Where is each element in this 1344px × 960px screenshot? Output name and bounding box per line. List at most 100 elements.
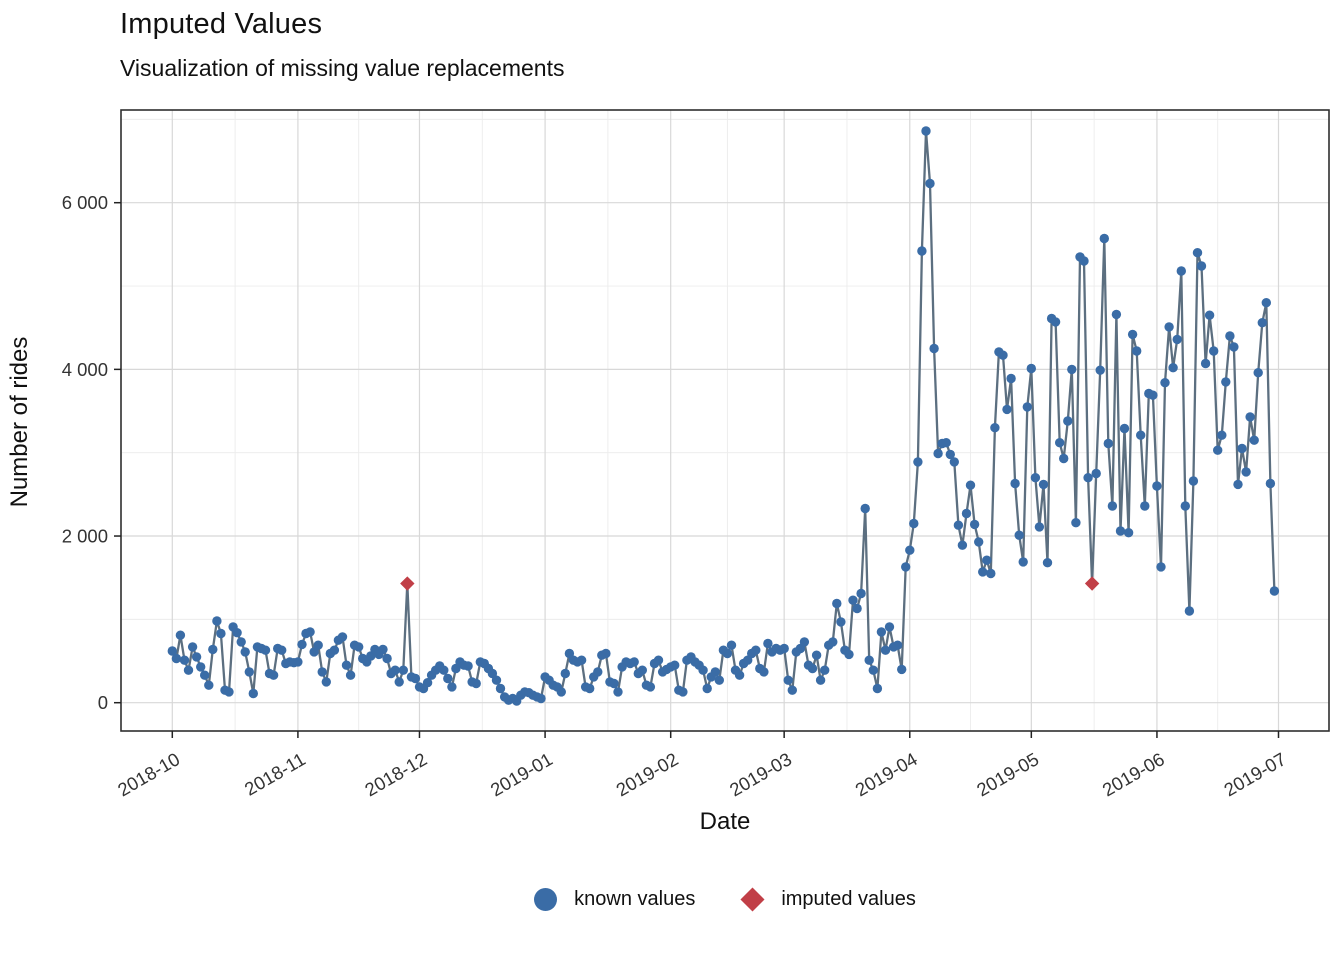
data-point [1103, 438, 1114, 449]
legend-item-imputed: imputed values [740, 887, 916, 912]
data-point [1233, 479, 1243, 490]
data-point [556, 687, 566, 697]
data-point [244, 667, 254, 677]
data-point [422, 678, 433, 688]
data-point [836, 617, 846, 627]
data-point [913, 457, 923, 467]
y-tick-label: 4 000 [62, 359, 108, 380]
data-point [1253, 368, 1263, 378]
data-point [978, 567, 988, 577]
data-point [1026, 363, 1037, 374]
data-point [637, 665, 647, 675]
data-point [678, 687, 688, 697]
data-point [1127, 329, 1138, 340]
data-point [1204, 310, 1215, 320]
data-point [171, 653, 182, 664]
x-tick-label: 2019-01 [487, 748, 556, 800]
data-point [925, 178, 935, 189]
data-point [560, 668, 570, 679]
data-point [1030, 473, 1041, 483]
data-point [1172, 334, 1182, 345]
data-point [1083, 473, 1093, 483]
data-point [1196, 261, 1207, 271]
data-point [1079, 256, 1089, 266]
data-point [957, 540, 968, 550]
data-point [200, 670, 210, 680]
data-point [216, 628, 226, 639]
data-point [1245, 412, 1255, 422]
data-point [443, 673, 453, 684]
x-tick-label: 2018-10 [114, 748, 183, 800]
data-point [998, 350, 1008, 360]
data-point [1160, 378, 1170, 388]
legend-label-known: known values [574, 888, 696, 910]
data-point [645, 682, 656, 692]
data-point [929, 343, 939, 354]
data-point [710, 667, 720, 677]
data-point [1132, 346, 1142, 356]
data-point [341, 660, 352, 670]
data-point [807, 663, 818, 674]
x-tick-label: 2019-05 [973, 748, 1042, 800]
data-point [495, 683, 506, 694]
data-point [734, 670, 745, 680]
x-tick-label: 2019-04 [851, 748, 920, 800]
data-point [901, 562, 911, 572]
data-point [1014, 530, 1024, 540]
data-point [953, 520, 964, 530]
data-point [585, 683, 595, 694]
data-point [714, 675, 724, 685]
data-point [236, 637, 246, 647]
data-point [864, 655, 874, 665]
data-point [722, 648, 733, 659]
x-axis-title: Date [699, 808, 751, 835]
data-point [1176, 266, 1187, 276]
data-point [447, 682, 457, 692]
data-point [799, 637, 810, 647]
data-point [232, 628, 242, 638]
data-point [751, 645, 761, 655]
data-point [491, 675, 502, 685]
data-point [872, 683, 883, 694]
data-point [382, 653, 392, 664]
data-point [248, 688, 258, 699]
data-point [1099, 233, 1110, 244]
data-point [1042, 558, 1053, 568]
data-point [410, 673, 421, 684]
data-point [1067, 364, 1077, 375]
data-point [191, 652, 202, 662]
data-point [337, 632, 348, 642]
data-point [1229, 342, 1239, 352]
data-point [1059, 453, 1069, 464]
data-point [345, 670, 356, 680]
data-point [1249, 435, 1259, 445]
data-point [832, 598, 842, 609]
data-point [1168, 363, 1178, 373]
data-point [1225, 331, 1235, 341]
data-point [759, 667, 769, 677]
known-values-circle-icon [534, 888, 558, 911]
chart-subtitle: Visualization of missing value replaceme… [120, 55, 565, 81]
data-point [982, 555, 992, 565]
data-point [1217, 430, 1227, 440]
data-point [1140, 501, 1150, 511]
data-point [204, 680, 214, 690]
data-point [398, 665, 408, 675]
data-point [313, 640, 323, 650]
data-point [1257, 318, 1268, 328]
data-point [1237, 443, 1247, 454]
data-point [277, 645, 287, 655]
data-point [876, 627, 887, 637]
data-point [179, 655, 190, 665]
data-point [933, 448, 943, 459]
data-point [941, 438, 951, 448]
data-point [1091, 468, 1101, 479]
data-point [196, 662, 206, 672]
data-point [576, 655, 587, 665]
x-tick-label: 2019-03 [726, 748, 795, 800]
data-point [884, 622, 895, 632]
data-point [702, 683, 712, 694]
data-point [1055, 438, 1065, 448]
data-point [1152, 481, 1162, 491]
